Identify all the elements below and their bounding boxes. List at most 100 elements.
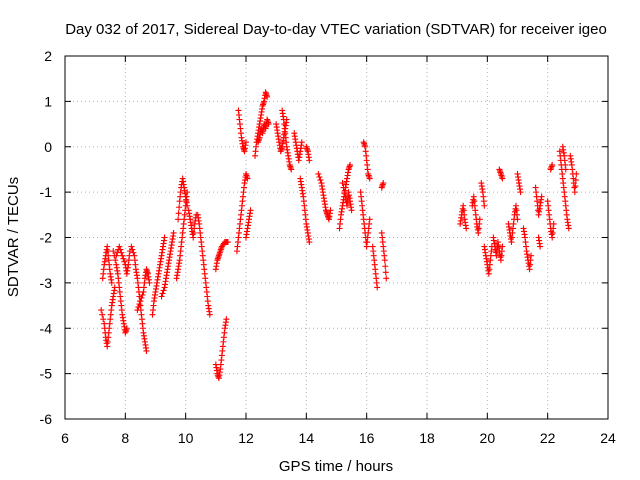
data-point-marker bbox=[327, 207, 334, 214]
data-point-marker bbox=[499, 175, 506, 182]
data-point-marker bbox=[143, 347, 150, 354]
data-point-marker bbox=[100, 316, 107, 323]
data-point-marker bbox=[175, 210, 182, 217]
data-point-marker bbox=[108, 279, 115, 286]
y-tick-label: 1 bbox=[44, 93, 52, 109]
y-tick-label: -2 bbox=[40, 230, 53, 246]
data-point-marker bbox=[158, 293, 165, 300]
data-point-marker bbox=[112, 257, 119, 264]
data-point-marker bbox=[98, 307, 105, 314]
data-point-marker bbox=[288, 166, 295, 173]
data-point-marker bbox=[130, 249, 137, 256]
data-point-marker bbox=[159, 290, 166, 297]
data-point-marker bbox=[119, 252, 126, 259]
data-points bbox=[98, 89, 580, 382]
data-point-marker bbox=[134, 307, 141, 314]
data-point-marker bbox=[123, 325, 130, 332]
data-point-marker bbox=[565, 225, 572, 232]
data-point-marker bbox=[128, 243, 135, 250]
data-point-marker bbox=[247, 207, 254, 214]
data-point-marker bbox=[146, 279, 153, 286]
x-tick-label: 10 bbox=[178, 430, 194, 446]
x-axis-label: GPS time / hours bbox=[279, 458, 393, 475]
data-point-marker bbox=[348, 207, 355, 214]
x-tick-label: 12 bbox=[238, 430, 254, 446]
data-point-marker bbox=[383, 275, 390, 282]
data-point-marker bbox=[562, 166, 569, 173]
data-point-marker bbox=[170, 229, 177, 236]
data-point-marker bbox=[381, 257, 388, 264]
data-point-marker bbox=[571, 189, 578, 196]
x-tick-label: 18 bbox=[419, 430, 435, 446]
x-tick-label: 8 bbox=[121, 430, 129, 446]
x-tick-label: 16 bbox=[359, 430, 375, 446]
chart-title: Day 032 of 2017, Sidereal Day-to-day VTE… bbox=[65, 21, 607, 38]
data-point-marker bbox=[160, 287, 167, 294]
data-point-marker bbox=[317, 177, 324, 184]
data-point-marker bbox=[136, 301, 143, 308]
x-tick-label: 20 bbox=[480, 430, 496, 446]
data-point-marker bbox=[537, 243, 544, 250]
data-point-marker bbox=[243, 139, 249, 146]
data-point-marker bbox=[573, 170, 580, 177]
data-point-marker bbox=[121, 258, 128, 265]
y-tick-label: 2 bbox=[44, 48, 52, 64]
data-point-marker bbox=[116, 243, 123, 250]
data-point-marker bbox=[184, 202, 191, 209]
data-point-marker bbox=[117, 246, 124, 253]
x-tick-label: 22 bbox=[540, 430, 556, 446]
data-point-marker bbox=[99, 311, 106, 318]
y-axis-label: SDTVAR / TECUs bbox=[5, 177, 22, 297]
data-point-marker bbox=[572, 177, 579, 184]
data-point-marker bbox=[514, 216, 521, 223]
data-point-marker bbox=[120, 255, 127, 262]
y-tick-label: -3 bbox=[40, 275, 53, 291]
data-point-marker bbox=[315, 170, 322, 177]
data-point-marker bbox=[499, 243, 506, 250]
data-point-marker bbox=[138, 295, 145, 301]
data-point-marker bbox=[528, 252, 535, 259]
data-point-marker bbox=[264, 93, 271, 100]
data-point-marker bbox=[206, 311, 213, 318]
data-point-marker bbox=[244, 175, 251, 182]
data-point-marker bbox=[316, 174, 323, 180]
data-point-marker bbox=[366, 175, 373, 182]
data-point-marker bbox=[538, 193, 545, 200]
data-point-marker bbox=[176, 204, 183, 211]
data-point-marker bbox=[517, 189, 524, 196]
data-point-marker bbox=[382, 263, 389, 270]
data-point-marker bbox=[374, 284, 381, 291]
data-point-marker bbox=[306, 157, 313, 164]
data-point-marker bbox=[340, 184, 347, 191]
data-point-marker bbox=[161, 234, 168, 241]
grid-layer bbox=[65, 56, 608, 419]
data-point-marker bbox=[549, 161, 556, 168]
data-point-marker bbox=[572, 183, 579, 190]
y-tick-label: -1 bbox=[40, 184, 53, 200]
data-point-marker bbox=[550, 220, 557, 227]
data-point-marker bbox=[366, 216, 373, 223]
x-tick-label: 14 bbox=[299, 430, 315, 446]
data-point-marker bbox=[139, 291, 146, 298]
data-point-marker bbox=[110, 248, 117, 255]
data-point-marker bbox=[265, 121, 272, 128]
data-point-marker bbox=[224, 239, 231, 246]
data-point-marker bbox=[380, 180, 387, 187]
x-tick-label: 6 bbox=[61, 430, 69, 446]
data-point-marker bbox=[306, 239, 313, 246]
data-point-marker bbox=[137, 298, 144, 305]
data-point-marker bbox=[223, 316, 230, 323]
data-point-marker bbox=[476, 216, 483, 223]
data-point-marker bbox=[118, 249, 125, 256]
data-point-marker bbox=[382, 269, 389, 276]
data-point-marker bbox=[339, 180, 346, 187]
y-tick-label: -6 bbox=[40, 411, 53, 427]
y-tick-label: -4 bbox=[40, 320, 53, 336]
data-point-marker bbox=[463, 225, 470, 232]
data-point-marker bbox=[481, 202, 488, 209]
data-point-marker bbox=[129, 246, 136, 253]
data-point-marker bbox=[175, 216, 182, 223]
y-tick-label: 0 bbox=[44, 139, 52, 155]
x-tick-label: 24 bbox=[600, 430, 616, 446]
